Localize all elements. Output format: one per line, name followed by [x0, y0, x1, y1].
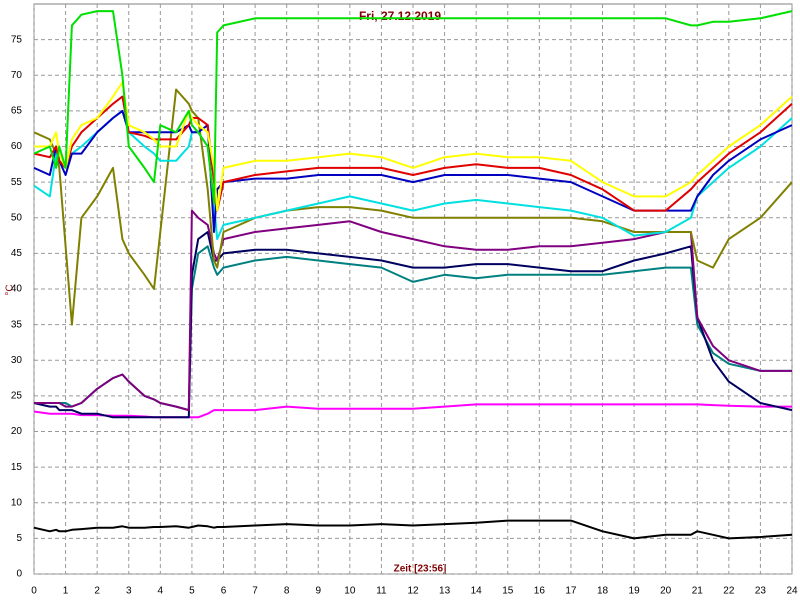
- y-tick-label: 30: [11, 355, 23, 366]
- series-line: [34, 81, 793, 212]
- x-tick-label: 19: [629, 586, 641, 597]
- y-tick-label: 15: [11, 462, 23, 473]
- y-axis-label: °C: [5, 284, 16, 295]
- x-tick-label: 20: [660, 586, 672, 597]
- x-axis-label: Zeit [23:56]: [394, 564, 447, 575]
- x-tick-label: 15: [502, 586, 514, 597]
- series-line: [33, 10, 793, 205]
- y-tick-label: 5: [16, 533, 22, 544]
- x-tick-label: 18: [597, 586, 609, 597]
- x-tick-label: 4: [158, 586, 164, 597]
- y-tick-label: 25: [11, 391, 23, 402]
- y-tick-label: 20: [11, 426, 23, 437]
- x-tick-label: 9: [315, 586, 321, 597]
- x-tick-label: 23: [755, 586, 767, 597]
- x-tick-label: 11: [376, 586, 387, 597]
- x-tick-label: 13: [439, 586, 451, 597]
- y-tick-label: 75: [11, 34, 23, 45]
- x-tick-label: 7: [252, 586, 258, 597]
- y-tick-label: 65: [11, 106, 23, 117]
- x-tick-label: 24: [786, 586, 798, 597]
- series-line: [33, 231, 793, 419]
- y-tick-label: 60: [11, 141, 23, 152]
- series-line: [33, 88, 793, 326]
- y-tick-label: 70: [11, 70, 23, 81]
- x-tick-label: 10: [344, 586, 356, 597]
- x-tick-label: 8: [284, 586, 290, 597]
- y-tick-label: 0: [16, 569, 22, 580]
- x-tick-label: 1: [63, 586, 69, 597]
- x-tick-label: 3: [126, 586, 132, 597]
- x-tick-label: 22: [723, 586, 735, 597]
- y-tick-label: 40: [11, 284, 23, 295]
- x-tick-label: 6: [221, 586, 227, 597]
- series-line: [33, 519, 793, 540]
- series-line: [33, 95, 793, 212]
- y-tick-label: 35: [11, 319, 23, 330]
- y-tick-label: 50: [11, 212, 23, 223]
- x-tick-label: 16: [534, 586, 546, 597]
- y-tick-label: 10: [11, 497, 23, 508]
- y-tick-label: 55: [11, 177, 23, 188]
- chart-title: Fri, 27.12.2019: [359, 9, 441, 23]
- x-tick-label: 5: [189, 586, 195, 597]
- y-tick-label: 45: [11, 248, 23, 259]
- x-tick-label: 14: [471, 586, 483, 597]
- series-line: [33, 403, 792, 419]
- x-tick-label: 21: [692, 586, 704, 597]
- x-tick-label: 17: [565, 586, 577, 597]
- x-tick-label: 12: [407, 586, 419, 597]
- x-tick-label: 0: [31, 586, 37, 597]
- x-tick-label: 2: [94, 586, 100, 597]
